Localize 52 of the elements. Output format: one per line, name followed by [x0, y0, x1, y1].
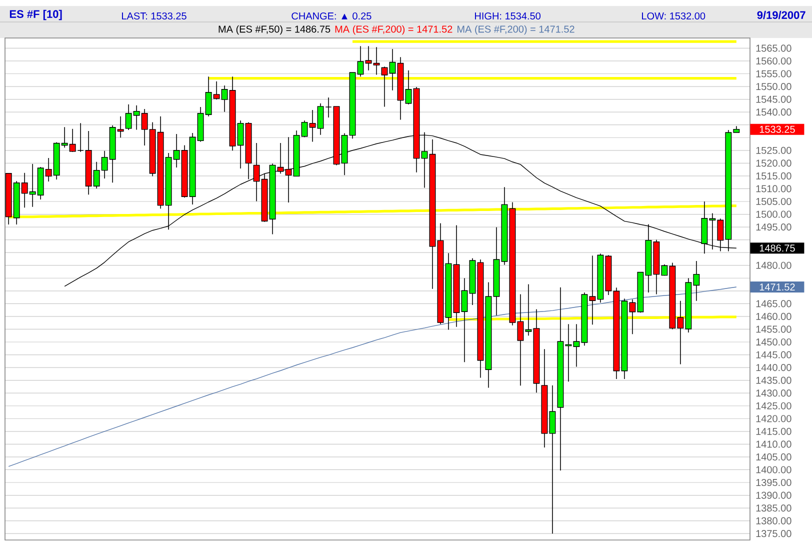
y-tick-label: 1440.00 [756, 364, 792, 372]
text: HIGH: 1534.50 [475, 12, 541, 20]
y-tick-label: 1420.00 [756, 415, 792, 422]
y-tick-label: 1405.00 [756, 453, 792, 460]
y-tick-label: 1520.00 [756, 160, 792, 167]
y-tick-label: 1410.00 [756, 440, 792, 448]
y-tick-label: 1565.00 [756, 44, 792, 52]
y-tick-label: 1525.00 [756, 146, 792, 154]
y-tick-label: 1435.00 [756, 376, 792, 384]
y-tick-label: 1415.00 [756, 428, 792, 435]
y-tick-label: 1430.00 [756, 390, 792, 397]
y-tick-label: 1500.00 [756, 210, 792, 218]
y-tick-label: 1425.00 [756, 402, 792, 410]
text: 1533.25 [760, 126, 795, 133]
y-tick-label: 1400.00 [756, 466, 792, 474]
y-tick-label: 1465.00 [756, 300, 792, 308]
y-tick-label: 1450.00 [756, 338, 792, 346]
y-tick-label: 1380.00 [756, 517, 792, 524]
y-tick-label: 1390.00 [756, 492, 792, 499]
y-tick-label: 1375.00 [756, 530, 792, 538]
text: MA (ES #F,200) = 1471.52 [335, 25, 452, 35]
candlestick [357, 46, 364, 77]
y-tick-label: 1540.00 [756, 108, 792, 116]
text: CHANGE: ▲ 0.25 [292, 12, 372, 20]
text: 1486.75 [760, 244, 795, 252]
candlestick [365, 46, 372, 71]
y-tick-label: 1505.00 [756, 198, 792, 206]
text: LOW: 1532.00 [642, 12, 706, 20]
text: 9/19/2007 [757, 10, 806, 20]
text: MA (ES #F,200) = 1471.52 [458, 25, 574, 35]
y-tick-label: 1480.00 [756, 262, 792, 269]
y-tick-label: 1560.00 [756, 57, 792, 65]
y-tick-label: 1550.00 [756, 82, 792, 90]
candlestick [381, 66, 388, 108]
text: MA (ES #F,50) = 1486.75 [218, 25, 330, 35]
y-tick-label: 1510.00 [756, 185, 792, 192]
y-tick-label: 1460.00 [756, 312, 792, 320]
chart-title: ES #F [10] [10, 10, 62, 20]
y-tick-label: 1515.00 [756, 172, 792, 180]
candlestick [389, 48, 396, 91]
y-tick-label: 1555.00 [756, 70, 792, 78]
y-tick-label: 1545.00 [756, 96, 792, 103]
text: 1471.52 [760, 283, 795, 291]
y-tick-label: 1385.00 [756, 504, 792, 512]
y-tick-label: 1455.00 [756, 326, 792, 333]
candlestick [325, 97, 332, 118]
y-tick-label: 1445.00 [756, 351, 792, 358]
candlestick [373, 46, 380, 76]
y-tick-label: 1495.00 [756, 224, 792, 231]
text: LAST: 1533.25 [122, 12, 186, 20]
candlestick [405, 70, 412, 105]
y-tick-label: 1395.00 [756, 478, 792, 486]
